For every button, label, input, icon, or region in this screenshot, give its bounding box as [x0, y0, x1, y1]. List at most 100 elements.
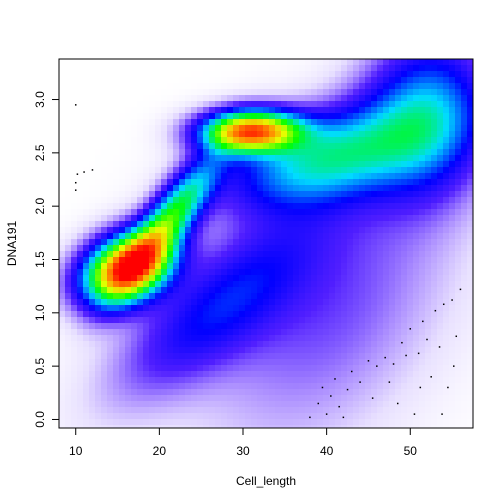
heatmap-cell — [203, 335, 210, 342]
heatmap-cell — [329, 71, 336, 78]
heatmap-cell — [209, 239, 216, 246]
heatmap-cell — [353, 227, 360, 234]
heatmap-cell — [275, 155, 282, 162]
heatmap-cell — [341, 215, 348, 222]
heatmap-cell — [179, 149, 186, 156]
heatmap-cell — [407, 353, 414, 360]
heatmap-cell — [425, 83, 432, 90]
heatmap-cell — [335, 179, 342, 186]
heatmap-cell — [395, 281, 402, 288]
heatmap-cell — [467, 311, 473, 318]
heatmap-cell — [419, 269, 426, 276]
heatmap-cell — [281, 59, 288, 66]
heatmap-cell — [443, 341, 450, 348]
heatmap-cell — [353, 245, 360, 252]
heatmap-cell — [59, 143, 66, 150]
heatmap-cell — [209, 167, 216, 174]
heatmap-cell — [101, 245, 108, 252]
heatmap-cell — [107, 77, 114, 84]
heatmap-cell — [437, 161, 444, 168]
heatmap-cell — [449, 59, 456, 66]
heatmap-cell — [215, 365, 222, 372]
heatmap-cell — [335, 323, 342, 330]
heatmap-cell — [425, 137, 432, 144]
heatmap-cell — [437, 89, 444, 96]
heatmap-cell — [263, 89, 270, 96]
heatmap-cell — [113, 419, 120, 426]
heatmap-cell — [341, 101, 348, 108]
heatmap-cell — [371, 377, 378, 384]
heatmap-cell — [71, 341, 78, 348]
heatmap-cell — [431, 395, 438, 402]
heatmap-cell — [347, 239, 354, 246]
heatmap-cell — [77, 185, 84, 192]
heatmap-cell — [425, 89, 432, 96]
heatmap-cell — [365, 143, 372, 150]
heatmap-cell — [59, 65, 66, 72]
heatmap-cell — [347, 161, 354, 168]
heatmap-cell — [173, 419, 180, 426]
heatmap-cell — [143, 203, 150, 210]
heatmap-cell — [167, 227, 174, 234]
heatmap-cell — [119, 323, 126, 330]
heatmap-cell — [437, 275, 444, 282]
heatmap-cell — [341, 377, 348, 384]
heatmap-cell — [257, 143, 264, 150]
heatmap-cell — [143, 131, 150, 138]
heatmap-cell — [149, 419, 156, 426]
heatmap-cell — [395, 323, 402, 330]
heatmap-cell — [185, 263, 192, 270]
heatmap-cell — [329, 197, 336, 204]
heatmap-cell — [65, 161, 72, 168]
heatmap-cell — [449, 263, 456, 270]
heatmap-cell — [107, 251, 114, 258]
heatmap-cell — [341, 59, 348, 66]
heatmap-cell — [185, 65, 192, 72]
heatmap-cell — [299, 101, 306, 108]
heatmap-cell — [71, 317, 78, 324]
heatmap-cell — [137, 293, 144, 300]
heatmap-cell — [161, 251, 168, 258]
heatmap-cell — [215, 119, 222, 126]
heatmap-cell — [323, 245, 330, 252]
heatmap-cell — [437, 179, 444, 186]
heatmap-cell — [239, 425, 246, 428]
heatmap-cell — [443, 407, 450, 414]
heatmap-cell — [173, 317, 180, 324]
heatmap-cell — [215, 425, 222, 428]
heatmap-cell — [467, 173, 473, 180]
heatmap-cell — [371, 95, 378, 102]
heatmap-cell — [113, 245, 120, 252]
heatmap-cell — [377, 311, 384, 318]
heatmap-cell — [389, 125, 396, 132]
heatmap-cell — [149, 335, 156, 342]
heatmap-cell — [191, 281, 198, 288]
heatmap-cell — [269, 377, 276, 384]
heatmap-cell — [377, 275, 384, 282]
heatmap-cell — [203, 389, 210, 396]
heatmap-cell — [143, 149, 150, 156]
heatmap-cell — [443, 317, 450, 324]
heatmap-cell — [245, 83, 252, 90]
heatmap-cell — [173, 179, 180, 186]
heatmap-cell — [89, 65, 96, 72]
heatmap-cell — [119, 143, 126, 150]
heatmap-cell — [251, 425, 258, 428]
heatmap-cell — [113, 71, 120, 78]
heatmap-cell — [335, 131, 342, 138]
heatmap-cell — [413, 119, 420, 126]
heatmap-cell — [317, 203, 324, 210]
heatmap-cell — [371, 293, 378, 300]
heatmap-cell — [131, 161, 138, 168]
heatmap-cell — [395, 191, 402, 198]
heatmap-cell — [443, 143, 450, 150]
heatmap-cell — [293, 371, 300, 378]
heatmap-cell — [233, 203, 240, 210]
heatmap-cell — [467, 101, 473, 108]
heatmap-cell — [425, 221, 432, 228]
heatmap-cell — [107, 335, 114, 342]
heatmap-cell — [251, 137, 258, 144]
heatmap-cell — [383, 341, 390, 348]
heatmap-cell — [431, 89, 438, 96]
heatmap-cell — [323, 263, 330, 270]
